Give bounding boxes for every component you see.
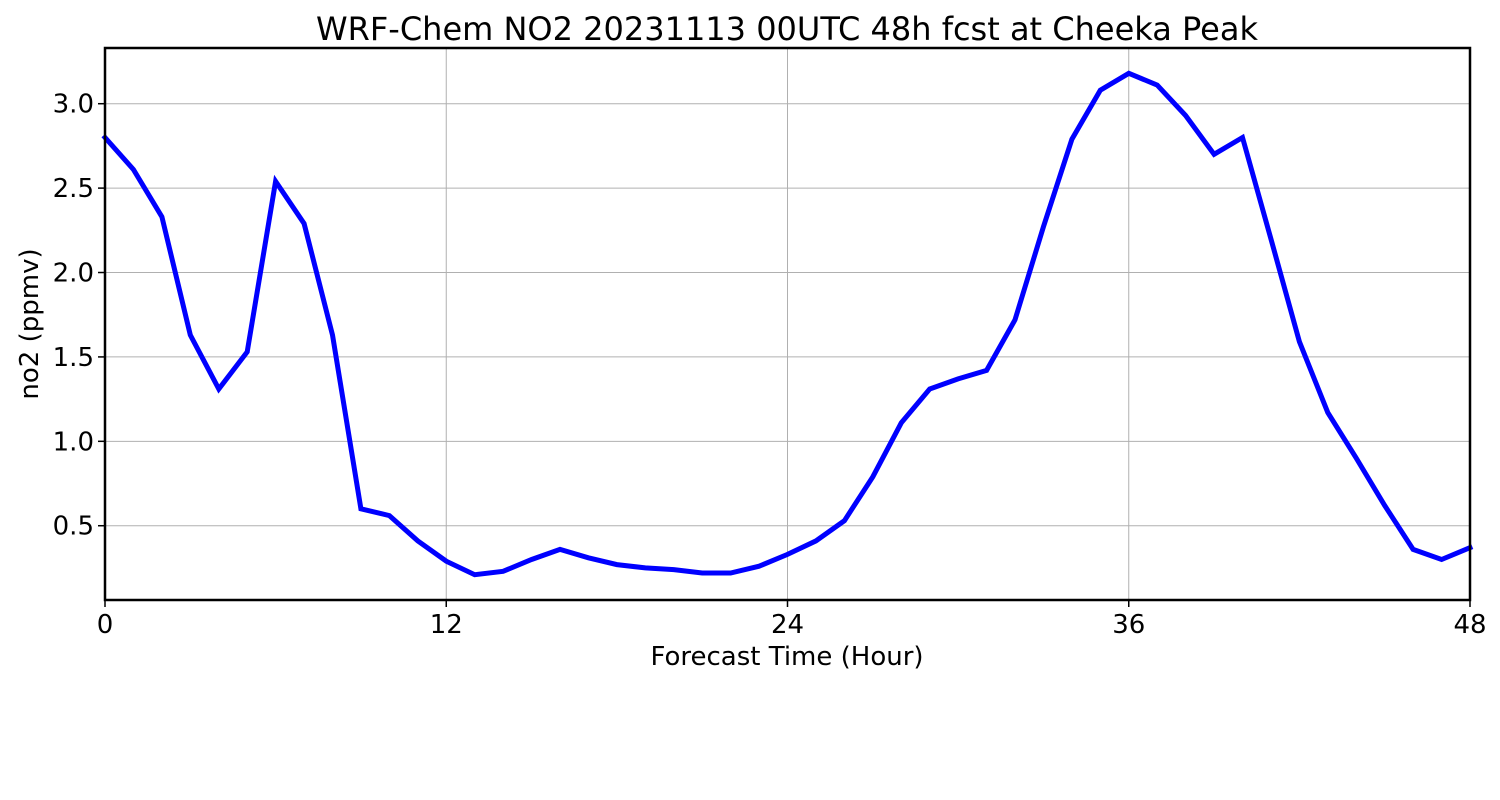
data-point	[645, 567, 646, 568]
data-point	[446, 561, 447, 562]
data-point	[1270, 238, 1271, 239]
data-point	[1413, 549, 1414, 550]
data-point	[787, 554, 788, 555]
data-point	[1356, 458, 1357, 459]
y-tick-label: 1.0	[53, 427, 94, 457]
data-point	[1015, 319, 1016, 320]
y-tick-label: 1.5	[53, 343, 94, 373]
data-point	[1327, 412, 1328, 413]
data-point	[673, 569, 674, 570]
data-point	[616, 564, 617, 565]
data-point	[275, 181, 276, 182]
data-point	[702, 572, 703, 573]
y-tick-label: 0.5	[53, 512, 94, 542]
data-point	[503, 571, 504, 572]
data-series	[101, 70, 1474, 578]
data-point	[815, 540, 816, 541]
data-point	[360, 508, 361, 509]
data-point	[332, 334, 333, 335]
grid-lines	[104, 48, 1471, 600]
chart-title: WRF-Chem NO2 20231113 00UTC 48h fcst at …	[316, 10, 1258, 48]
y-axis-ticks: 0.5 1.0 1.5 2.0 2.5 3.0	[53, 90, 105, 542]
data-point	[901, 422, 902, 423]
y-tick-label: 3.0	[53, 90, 94, 120]
x-axis-label: Forecast Time (Hour)	[650, 642, 923, 672]
data-point	[1071, 139, 1072, 140]
x-tick-label: 48	[1453, 610, 1486, 640]
x-tick-label: 0	[97, 610, 114, 640]
y-tick-label: 2.0	[53, 259, 94, 289]
data-point	[1242, 137, 1243, 138]
x-tick-label: 12	[430, 610, 463, 640]
data-point	[474, 574, 475, 575]
data-point	[759, 566, 760, 567]
data-point	[588, 557, 589, 558]
data-point	[958, 378, 959, 379]
x-axis-ticks: 0 12 24 36 48	[97, 600, 1487, 640]
data-point	[1214, 154, 1215, 155]
data-point	[531, 559, 532, 560]
data-point	[560, 549, 561, 550]
data-point	[730, 572, 731, 573]
data-point	[133, 169, 134, 170]
data-point	[1299, 341, 1300, 342]
data-point	[844, 520, 845, 521]
data-point	[304, 223, 305, 224]
data-point	[1157, 85, 1158, 86]
no2-series-line	[101, 70, 1474, 578]
data-point	[986, 370, 987, 371]
data-point	[417, 540, 418, 541]
y-axis-label: no2 (ppmv)	[15, 248, 45, 399]
data-point	[1100, 90, 1101, 91]
data-point	[1185, 115, 1186, 116]
data-point	[161, 216, 162, 217]
data-point	[389, 515, 390, 516]
data-point	[929, 388, 930, 389]
data-point	[1128, 73, 1129, 74]
data-point	[872, 476, 873, 477]
x-tick-label: 24	[771, 610, 804, 640]
data-point	[1384, 505, 1385, 506]
data-point	[190, 334, 191, 335]
y-tick-label: 2.5	[53, 174, 94, 204]
data-point	[1441, 559, 1442, 560]
x-tick-label: 36	[1112, 610, 1145, 640]
data-point	[218, 388, 219, 389]
data-point	[1043, 226, 1044, 227]
data-point	[247, 351, 248, 352]
